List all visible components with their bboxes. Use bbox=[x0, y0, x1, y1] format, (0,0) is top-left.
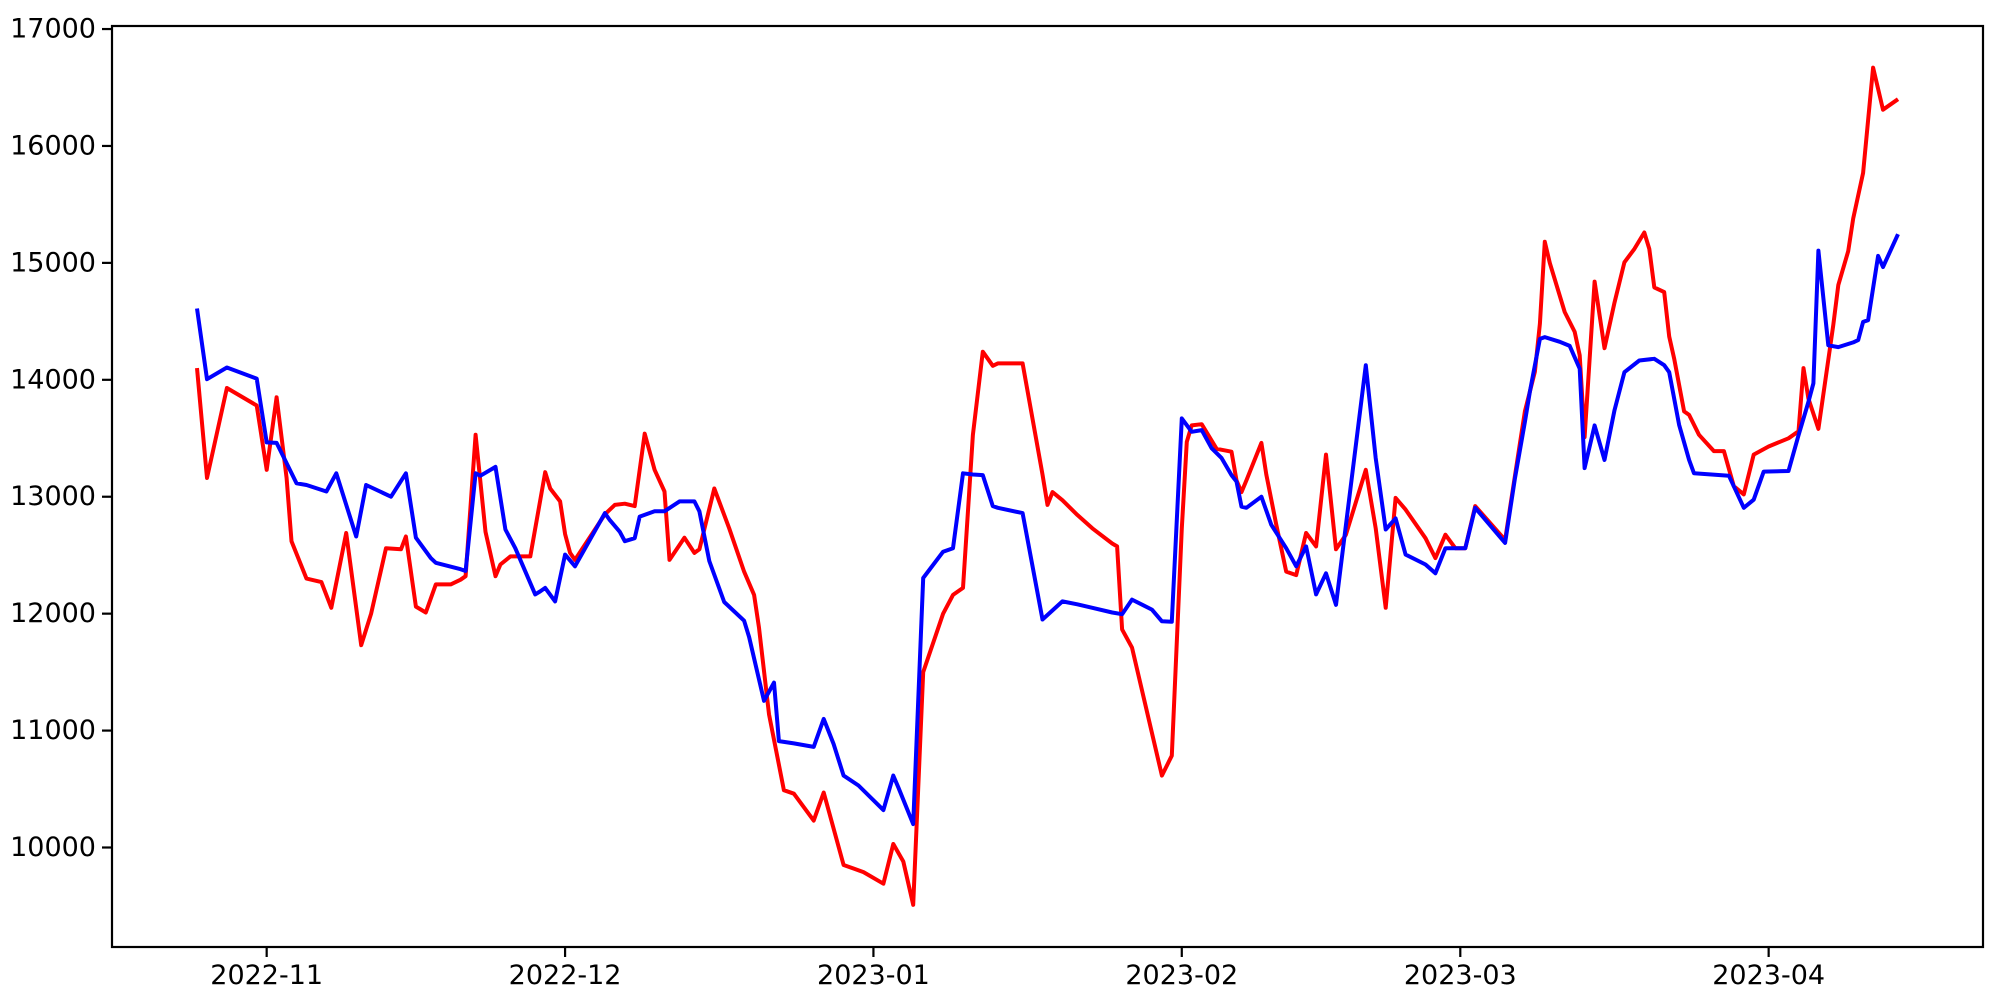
y-tick-label: 16000 bbox=[10, 130, 96, 161]
x-tick-label: 2023-02 bbox=[1125, 960, 1238, 991]
x-tick-label: 2023-03 bbox=[1404, 960, 1517, 991]
x-tick-label: 2022-11 bbox=[210, 960, 323, 991]
y-tick-label: 17000 bbox=[10, 14, 96, 45]
y-tick-label: 13000 bbox=[10, 481, 96, 512]
y-tick-label: 10000 bbox=[10, 832, 96, 863]
x-tick-label: 2023-04 bbox=[1712, 960, 1825, 991]
y-tick-label: 11000 bbox=[10, 715, 96, 746]
plot-border bbox=[110, 24, 1985, 949]
red-series-line bbox=[195, 65, 1900, 907]
y-tick-label: 14000 bbox=[10, 364, 96, 395]
blue-series-line bbox=[195, 233, 1900, 827]
x-tick-label: 2022-12 bbox=[509, 960, 622, 991]
x-tick-label: 2023-01 bbox=[817, 960, 930, 991]
y-tick-label: 12000 bbox=[10, 598, 96, 629]
y-tick-label: 15000 bbox=[10, 247, 96, 278]
plot-area bbox=[112, 26, 1983, 947]
